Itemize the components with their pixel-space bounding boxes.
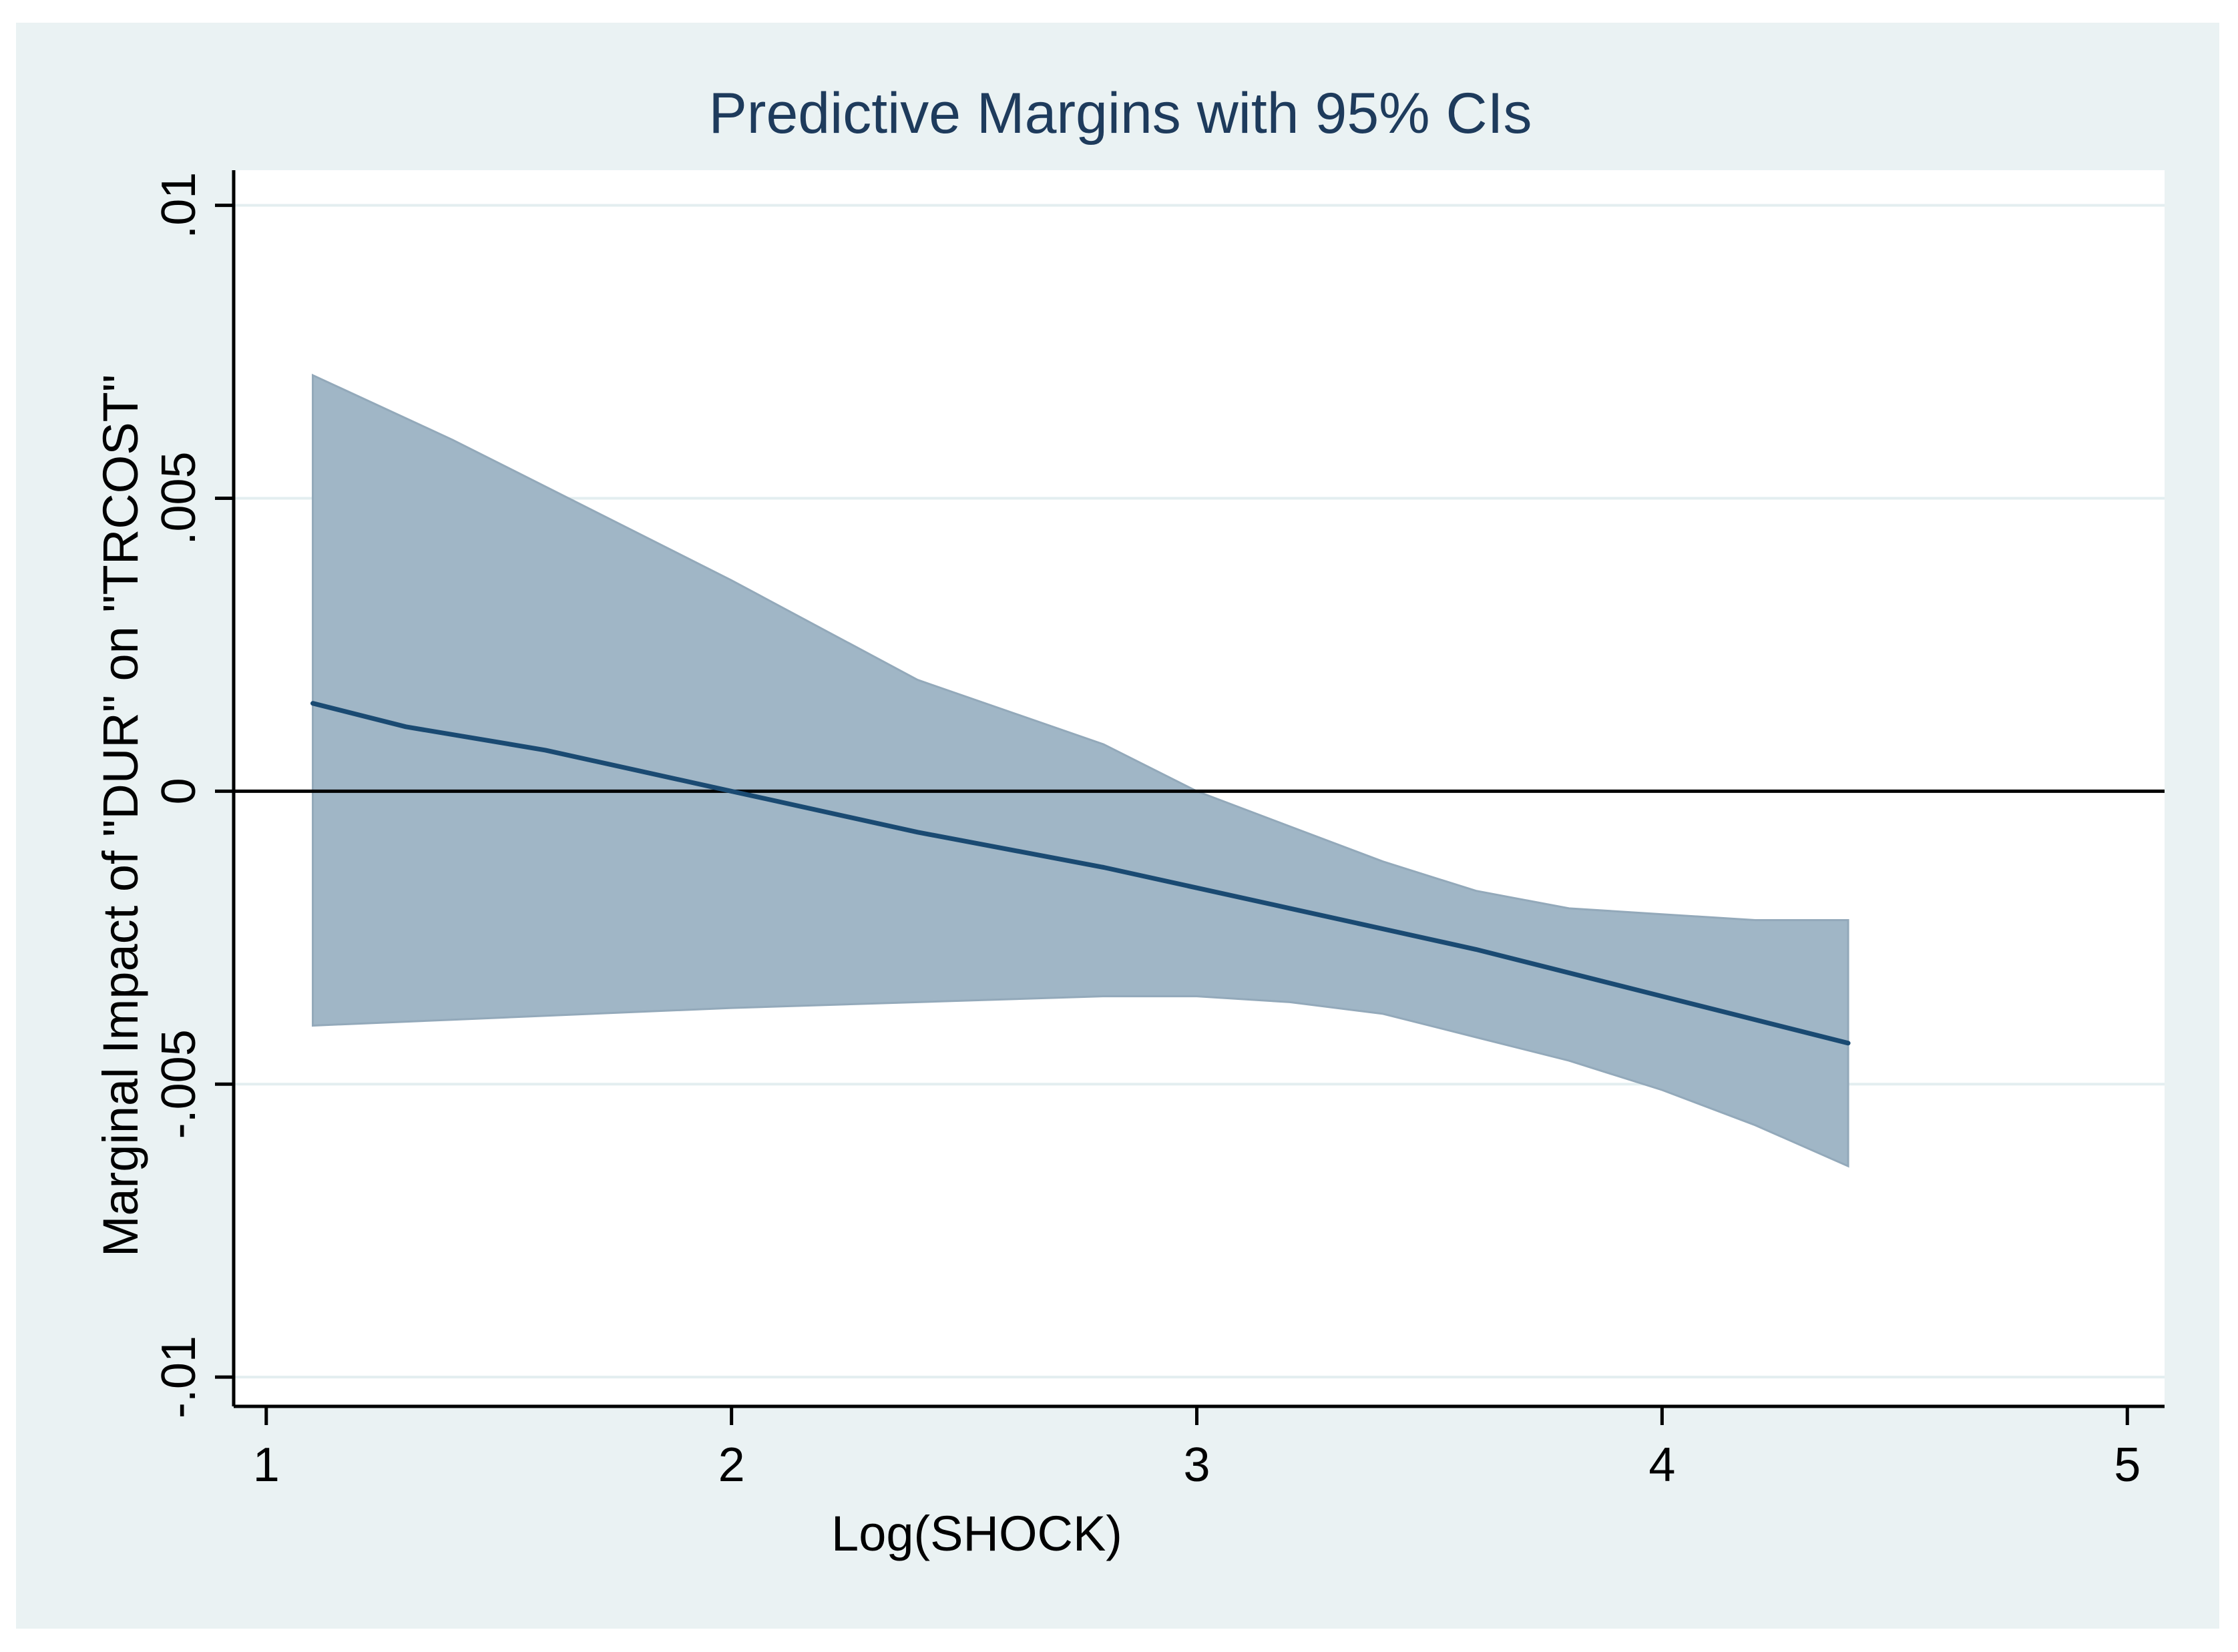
chart-frame: -.01 -.005 0 .005 .01 1 2 3 4 5 Predictive Margin… — [16, 23, 2219, 1629]
confidence-band-layer — [312, 373, 1849, 1168]
x-tick-label-2: 3 — [1183, 1438, 1210, 1492]
y-tick-label-2: 0 — [152, 778, 206, 804]
x-tick-label-0: 1 — [253, 1438, 280, 1492]
series-line-0 — [310, 701, 1851, 1046]
confidence-band — [312, 373, 1849, 1168]
x-tick-label-1: 2 — [718, 1438, 745, 1492]
y-tick-label-0: -.01 — [152, 1336, 206, 1418]
axes: -.01 -.005 0 .005 .01 1 2 3 4 5 — [152, 170, 2165, 1492]
chart: -.01 -.005 0 .005 .01 1 2 3 4 5 Predictive Margin… — [16, 23, 2219, 1629]
x-tick-label-3: 4 — [1648, 1438, 1675, 1492]
series-layer — [310, 701, 1851, 1046]
x-tick-label-4: 5 — [2114, 1438, 2141, 1492]
x-axis-label: Log(SHOCK) — [831, 1506, 1122, 1561]
y-tick-label-3: .005 — [152, 451, 206, 545]
y-tick-label-1: -.005 — [152, 1029, 206, 1139]
chart-title: Predictive Margins with 95% CIs — [708, 81, 1532, 146]
y-tick-label-4: .01 — [152, 172, 206, 239]
y-axis-label: Marginal Impact of "DUR" on "TRCOST" — [93, 374, 148, 1257]
